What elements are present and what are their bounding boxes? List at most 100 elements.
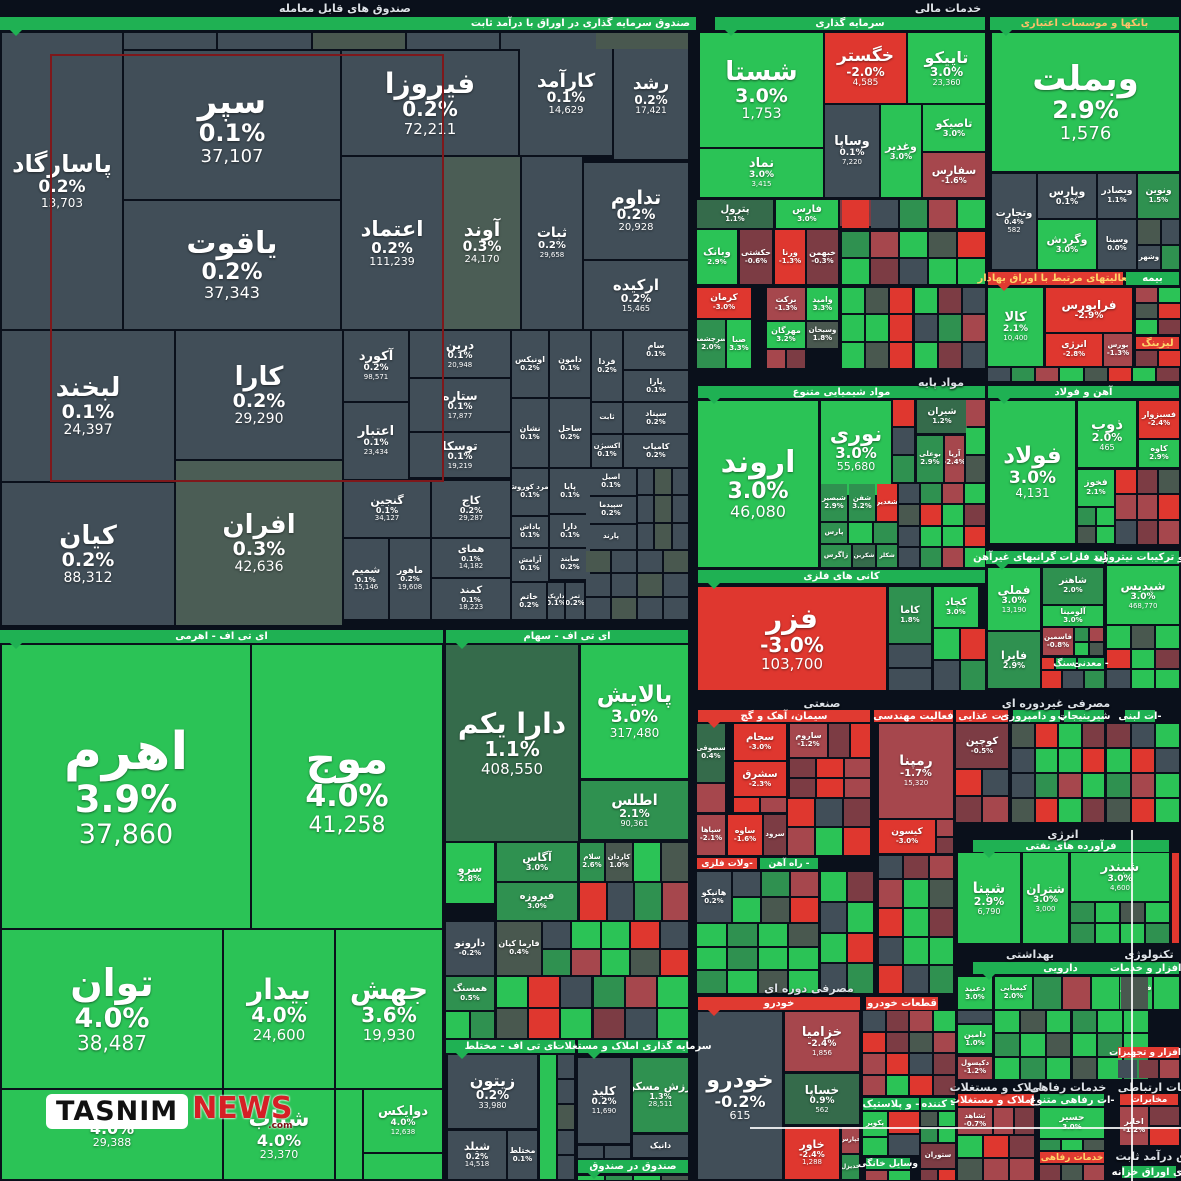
treemap-tile-گنجین[interactable]: گنجین 0.1% 34,127 [344, 481, 430, 537]
micro-tile[interactable] [1118, 1060, 1137, 1078]
micro-tile[interactable] [914, 342, 937, 368]
micro-tile[interactable] [1012, 774, 1034, 797]
treemap-tile-پاداش[interactable]: پاداش 0.1% [512, 517, 548, 547]
treemap-tile-کارآمد[interactable]: کارآمد 0.1% 14,629 [520, 33, 612, 155]
treemap-tile-ستوران[interactable]: ستوران [921, 1144, 955, 1168]
micro-tile[interactable] [471, 1012, 494, 1038]
micro-tile[interactable] [1136, 320, 1157, 334]
treemap-tile-شبصیر[interactable]: شبصیر 2.9% [821, 484, 847, 521]
micro-tile[interactable] [890, 315, 913, 341]
treemap-tile-وبانک[interactable]: وبانک 2.9% [697, 230, 737, 284]
micro-tile[interactable] [1107, 799, 1130, 822]
micro-tile[interactable] [638, 574, 662, 596]
micro-tile[interactable] [904, 856, 928, 878]
micro-tile[interactable] [943, 547, 963, 567]
micro-tile[interactable] [662, 1176, 688, 1180]
micro-tile[interactable] [529, 1008, 560, 1038]
micro-tile[interactable] [561, 977, 592, 1007]
micro-tile[interactable] [561, 1008, 592, 1038]
micro-tile[interactable] [1063, 671, 1083, 688]
micro-tile[interactable] [874, 523, 897, 543]
treemap-tile-ساحل[interactable]: ساحل 0.2% [550, 399, 590, 467]
micro-tile[interactable] [879, 856, 903, 878]
micro-tile[interactable] [1159, 351, 1180, 366]
micro-tile[interactable] [1062, 1165, 1082, 1180]
treemap-tile-وساپا[interactable]: وساپا 0.1% 7,220 [825, 105, 879, 197]
micro-tile[interactable] [904, 966, 928, 993]
micro-tile[interactable] [497, 977, 528, 1007]
micro-tile[interactable] [983, 797, 1008, 822]
micro-tile[interactable] [816, 828, 842, 855]
micro-tile[interactable] [1012, 799, 1034, 822]
treemap-tile-سلام[interactable]: سلام 2.6% [580, 843, 604, 881]
micro-tile[interactable] [958, 1011, 992, 1023]
treemap-tile-بوعلی[interactable]: بوعلی 2.9% [917, 436, 943, 482]
micro-tile[interactable] [871, 200, 898, 228]
micro-tile[interactable] [789, 924, 818, 946]
micro-tile[interactable] [817, 779, 843, 797]
micro-tile[interactable] [697, 971, 726, 993]
micro-tile[interactable] [767, 350, 785, 368]
micro-tile[interactable] [889, 645, 931, 667]
micro-tile[interactable] [1084, 671, 1104, 688]
micro-tile[interactable] [790, 759, 816, 777]
micro-tile[interactable] [1059, 724, 1081, 747]
treemap-tile-سپاها[interactable]: سپاها -2.1% [697, 815, 725, 855]
micro-tile[interactable] [1060, 368, 1083, 381]
micro-tile[interactable] [914, 315, 937, 341]
micro-tile[interactable] [1136, 351, 1157, 366]
micro-tile[interactable] [1131, 799, 1155, 822]
treemap-tile-کاردان[interactable]: کاردان 1.0% [606, 843, 632, 881]
micro-tile[interactable] [638, 523, 654, 549]
micro-tile[interactable] [1150, 1107, 1179, 1125]
treemap-tile-سپر[interactable]: سپر 0.1% 37,107 [124, 51, 340, 199]
treemap-tile-سرود[interactable]: سرود [764, 815, 786, 855]
treemap-tile-شستا[interactable]: شستا 3.0% 1,753 [700, 33, 823, 147]
micro-tile[interactable] [1146, 903, 1169, 922]
micro-tile[interactable] [850, 724, 870, 757]
treemap-tile-دوایکس[interactable]: دوایکس 4.0% 12,638 [364, 1090, 442, 1152]
micro-tile[interactable] [497, 1008, 528, 1038]
treemap-tile-فولاد[interactable]: فولاد 3.0% 4,131 [990, 401, 1075, 543]
treemap-tile-تداوم[interactable]: تداوم 0.2% 20,928 [584, 163, 688, 259]
micro-tile[interactable] [821, 933, 846, 963]
micro-tile[interactable] [886, 1011, 908, 1031]
micro-tile[interactable] [889, 668, 931, 690]
micro-tile[interactable] [994, 1108, 1013, 1134]
treemap-tile-اونیکس[interactable]: اونیکس 0.2% [512, 331, 548, 397]
micro-tile[interactable] [601, 922, 630, 948]
treemap-tile-ساوه[interactable]: ساوه -1.6% [728, 815, 762, 855]
treemap-tile[interactable] [364, 1154, 442, 1179]
micro-tile[interactable] [734, 798, 759, 812]
micro-tile[interactable] [938, 288, 961, 314]
treemap-tile-زیتون[interactable]: زیتون 0.2% 33,980 [448, 1055, 537, 1128]
micro-tile[interactable] [672, 496, 688, 522]
treemap-tile-توان[interactable]: توان 4.0% 38,487 [2, 930, 222, 1088]
micro-tile[interactable] [1046, 1011, 1071, 1033]
treemap-tile-سام[interactable]: سام 0.1% [624, 331, 688, 369]
micro-tile[interactable] [761, 798, 786, 812]
micro-tile[interactable] [1059, 749, 1081, 772]
micro-tile[interactable] [933, 1054, 955, 1074]
micro-tile[interactable] [904, 880, 928, 907]
micro-tile[interactable] [697, 947, 726, 970]
micro-tile[interactable] [1098, 1057, 1123, 1079]
treemap-tile-نشان[interactable]: نشان 0.1% [512, 399, 548, 467]
micro-tile[interactable] [966, 456, 985, 482]
micro-tile[interactable] [866, 288, 889, 314]
micro-tile[interactable] [966, 400, 985, 426]
treemap-tile-جهش[interactable]: جهش 3.6% 19,930 [336, 930, 442, 1088]
micro-tile[interactable] [879, 966, 903, 993]
treemap-tile-سصوفی[interactable]: سصوفی 0.4% [697, 724, 725, 782]
micro-tile[interactable] [1082, 749, 1104, 772]
treemap-tile-ونوین[interactable]: ونوین 1.5% [1138, 174, 1179, 218]
micro-tile[interactable] [657, 1008, 688, 1038]
micro-tile[interactable] [446, 1012, 469, 1038]
micro-tile[interactable] [543, 922, 571, 948]
treemap-tile-کامیاب[interactable]: کامیاب 0.2% [624, 435, 688, 467]
micro-tile[interactable] [664, 551, 688, 573]
micro-tile[interactable] [921, 547, 941, 567]
micro-tile[interactable] [842, 259, 869, 284]
treemap-tile-حکشتی[interactable]: حکشتی -0.6% [740, 230, 772, 284]
treemap-tile-اروند[interactable]: اروند 3.0% 46,080 [698, 401, 818, 567]
